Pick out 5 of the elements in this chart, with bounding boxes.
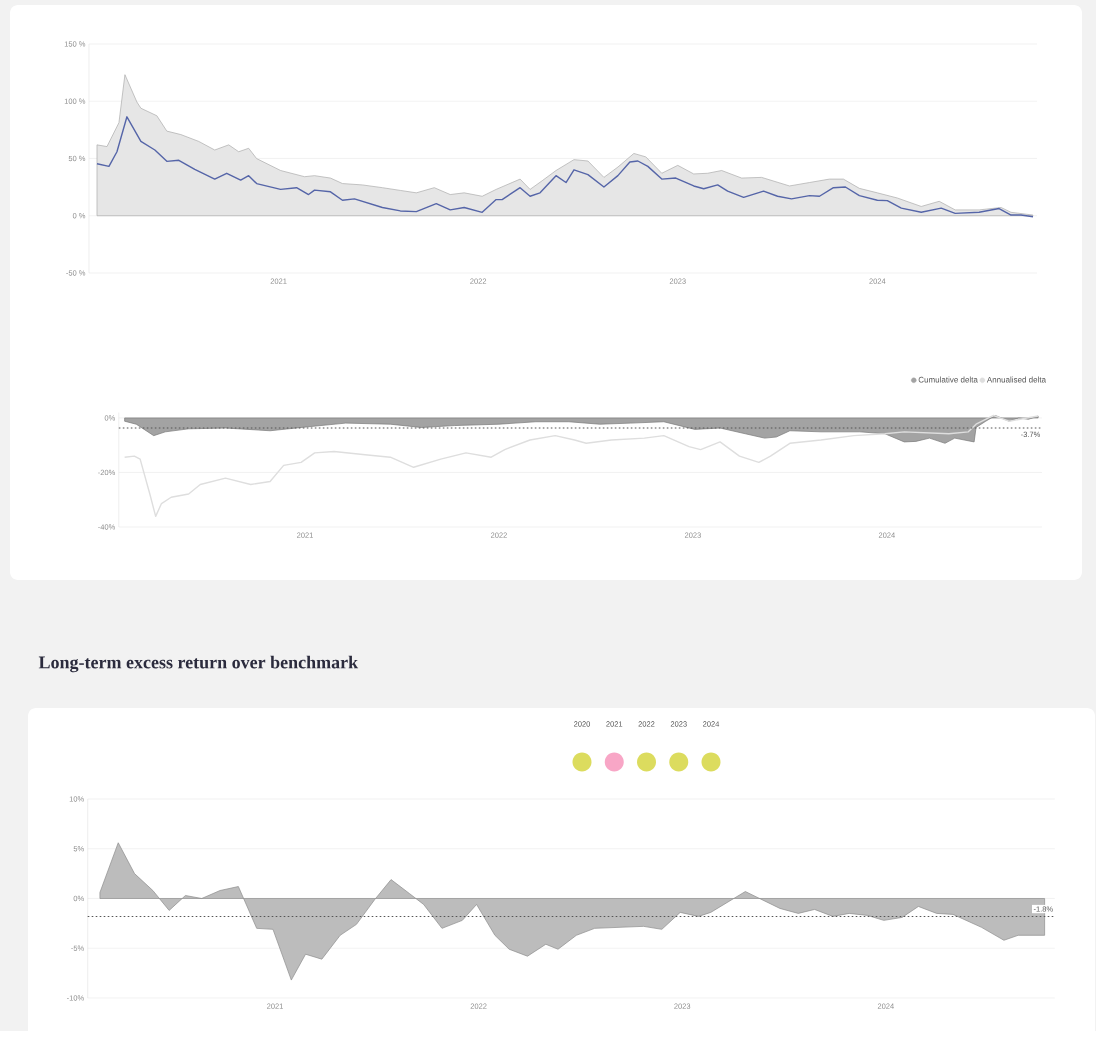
legend-label: Cumulative delta: [918, 376, 978, 383]
legend-label: Annualised delta: [986, 376, 1047, 383]
line-series: [123, 414, 1039, 518]
line-series: [96, 116, 1034, 218]
chart-title: Long-term excess return over benchmark: [38, 655, 359, 673]
